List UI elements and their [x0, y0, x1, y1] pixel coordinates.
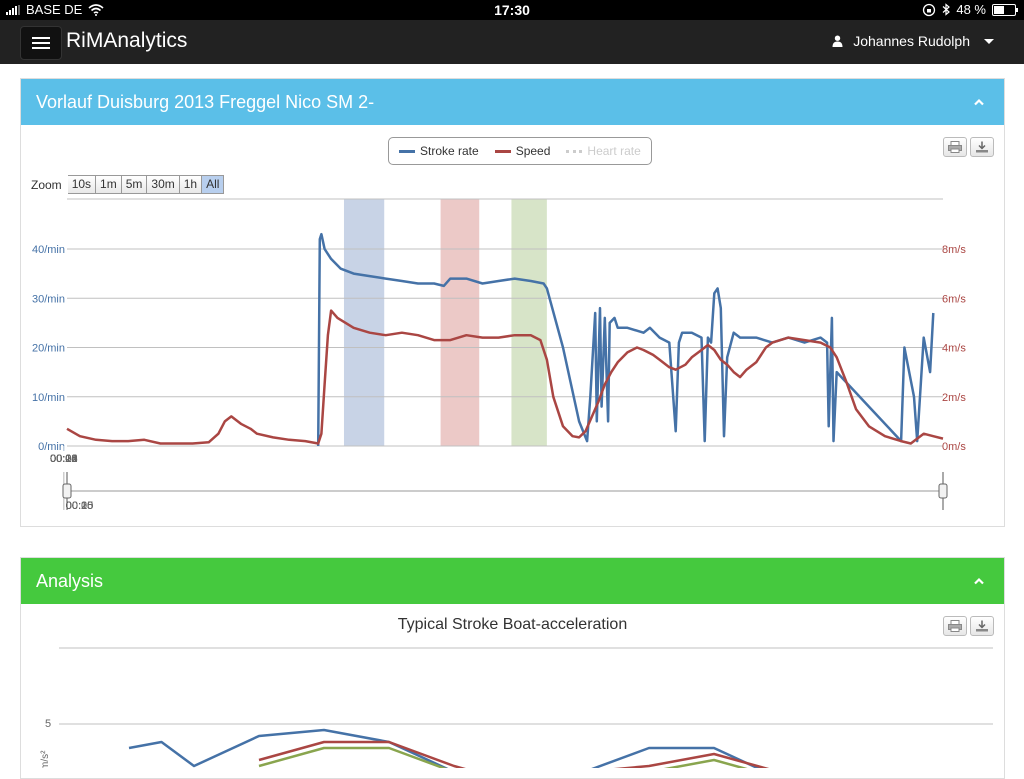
analysis-panel: Analysis Typical Stroke Boat-acceleratio…: [20, 557, 1005, 779]
wifi-icon: [88, 3, 104, 16]
highlight-band: [511, 199, 547, 446]
analysis-panel-header[interactable]: Analysis: [21, 558, 1004, 604]
legend-swatch: [566, 149, 583, 153]
legend-item-stroke-rate[interactable]: Stroke rate: [399, 144, 479, 158]
y-right-tick: 4m/s: [942, 343, 966, 355]
zoom-30m-button[interactable]: 30m: [147, 175, 180, 194]
x-tick-label: 00:22: [50, 453, 78, 465]
zoom-1m-button[interactable]: 1m: [96, 175, 122, 194]
zoom-all-button[interactable]: All: [202, 175, 225, 194]
printer-icon: [948, 620, 962, 632]
navigator-tick-label: 00:10: [66, 500, 94, 512]
print-button[interactable]: [943, 616, 967, 636]
y-tick-label: 5: [45, 718, 51, 730]
y-left-tick: 0/min: [38, 441, 65, 453]
navigator-tick-label: 00:25: [66, 500, 94, 512]
series-line-speed: [66, 309, 944, 445]
download-button[interactable]: [970, 616, 994, 636]
printer-icon: [948, 141, 962, 153]
boat-acceleration-chart[interactable]: 5 m/s²: [21, 638, 1004, 768]
battery-icon: [992, 3, 1018, 16]
y-left-tick: 40/min: [32, 244, 65, 256]
zoom-label: Zoom: [31, 177, 62, 192]
zoom-5m-button[interactable]: 5m: [121, 175, 148, 194]
x-tick-label: 00:18: [50, 453, 78, 465]
brand-logo[interactable]: RiMAnalytics: [66, 29, 187, 53]
chart-export-buttons: [943, 137, 994, 157]
session-title: Vorlauf Duisburg 2013 Freggel Nico SM 2-: [36, 92, 375, 112]
legend-label: Speed: [515, 144, 551, 158]
navigator-handle-right[interactable]: [938, 483, 948, 499]
user-name: Johannes Rudolph: [853, 33, 970, 49]
y-left-tick: 10/min: [32, 392, 65, 404]
accel-series-line-1: [128, 728, 761, 768]
download-icon: [976, 141, 988, 153]
series-line-stroke-rate: [316, 232, 935, 447]
legend-label: Stroke rate: [420, 144, 479, 158]
brand-light: RiM: [66, 29, 104, 52]
top-navbar: RiMAnalytics Johannes Rudolph: [0, 20, 1024, 64]
chart-legend: Stroke rate Speed Heart rate: [388, 137, 652, 165]
x-tick-label: 00:26: [50, 453, 78, 465]
x-tick-label: 00:10: [50, 453, 78, 465]
chevron-up-icon[interactable]: [974, 97, 984, 107]
x-tick-label: 00:20: [50, 453, 78, 465]
x-tick-label: 00:24: [50, 453, 78, 465]
accel-series-line-2: [258, 740, 770, 768]
brand-bold: Analytics: [103, 29, 188, 52]
navigator-handle-left[interactable]: [62, 483, 72, 499]
carrier-label: BASE DE: [26, 2, 83, 17]
y-right-tick: 8m/s: [942, 244, 966, 256]
orientation-lock-icon: [923, 3, 936, 16]
zoom-10s-button[interactable]: 10s: [67, 175, 97, 194]
session-panel: Vorlauf Duisburg 2013 Freggel Nico SM 2-…: [20, 78, 1005, 527]
x-tick-label: 00:06: [50, 453, 78, 465]
zoom-1h-button[interactable]: 1h: [179, 175, 203, 194]
legend-item-speed[interactable]: Speed: [494, 144, 551, 158]
highlight-band: [440, 199, 480, 446]
bluetooth-icon: [942, 3, 951, 16]
battery-percent: 48 %: [956, 2, 986, 17]
navigator-tick-label: 00:05: [66, 500, 94, 512]
x-tick-label: 00:12: [50, 453, 78, 465]
chart-title: Typical Stroke Boat-acceleration: [397, 616, 628, 633]
session-panel-header[interactable]: Vorlauf Duisburg 2013 Freggel Nico SM 2-: [21, 79, 1004, 125]
chevron-up-icon[interactable]: [974, 576, 984, 586]
legend-item-heart-rate[interactable]: Heart rate: [566, 144, 641, 158]
y-right-tick: 0m/s: [942, 441, 966, 453]
x-tick-label: 00:14: [50, 453, 78, 465]
hamburger-menu-button[interactable]: [20, 26, 62, 60]
x-tick-label: 00:02: [50, 453, 78, 465]
accel-series-line-3: [258, 746, 748, 768]
download-icon: [976, 620, 988, 632]
zoom-range-selector: Zoom 10s 1m 5m 30m 1h All: [31, 175, 225, 194]
legend-swatch: [494, 149, 511, 153]
print-button[interactable]: [943, 137, 967, 157]
user-icon: [832, 35, 843, 47]
highlight-band: [343, 199, 385, 446]
signal-strength-icon: [6, 4, 20, 15]
ios-status-bar: BASE DE 17:30 48 %: [0, 0, 1024, 20]
x-tick-label: 00:16: [50, 453, 78, 465]
chart-export-buttons: [943, 616, 994, 636]
x-tick-label: 00:04: [50, 453, 78, 465]
y-right-tick: 2m/s: [942, 392, 966, 404]
y-axis-label: m/s²: [40, 750, 51, 768]
y-left-tick: 30/min: [32, 293, 65, 305]
x-tick-label: 00:08: [50, 453, 78, 465]
chevron-down-icon: [984, 38, 994, 44]
legend-label: Heart rate: [587, 144, 641, 158]
analysis-title: Analysis: [36, 571, 104, 591]
legend-swatch: [399, 149, 415, 153]
navigator-tick-label: 00:20: [66, 500, 94, 512]
y-right-tick: 6m/s: [942, 293, 966, 305]
download-button[interactable]: [970, 137, 994, 157]
user-menu[interactable]: Johannes Rudolph: [832, 33, 994, 49]
navigator-tick-label: 00:15: [66, 500, 94, 512]
y-left-tick: 20/min: [32, 343, 65, 355]
clock: 17:30: [494, 2, 530, 18]
stroke-speed-chart[interactable]: 0/min 10/min 20/min 30/min 40/min 0m/s 2m/s 4m/…: [21, 194, 1004, 524]
